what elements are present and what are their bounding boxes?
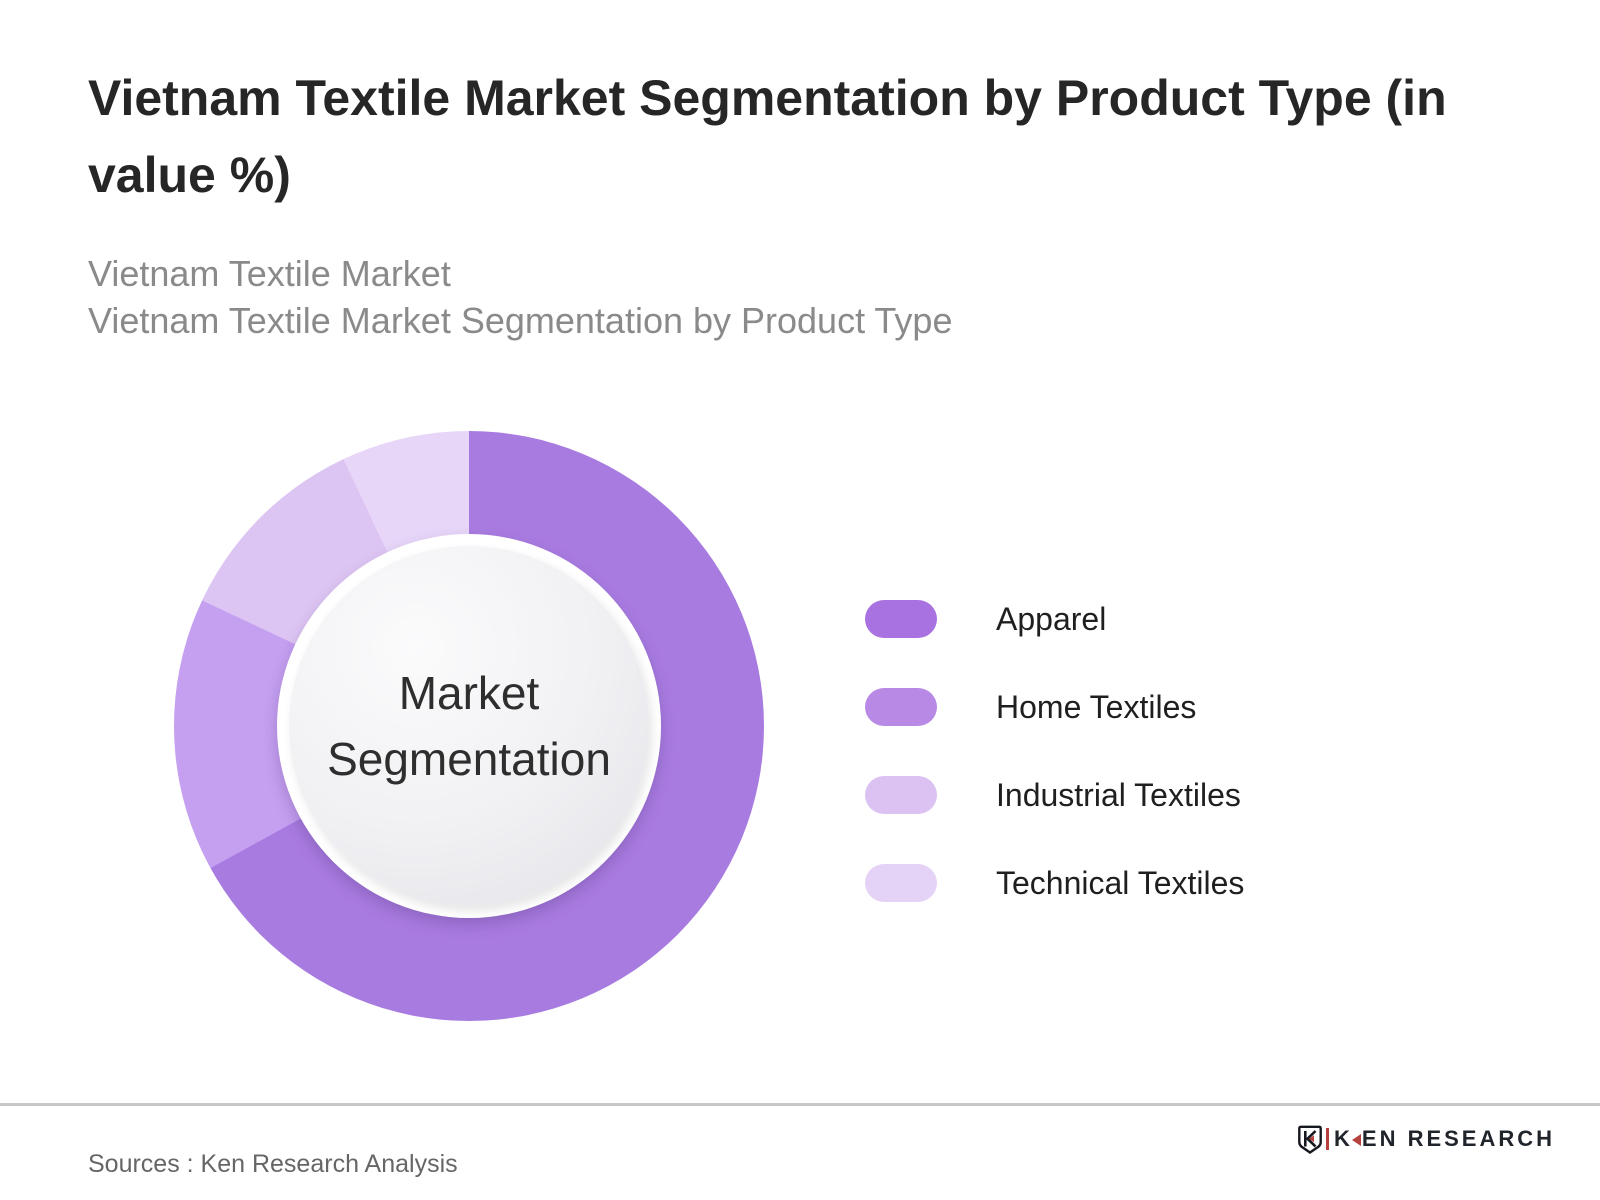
- wordmark-red-triangle-icon: [1351, 1134, 1361, 1146]
- page-subtitle-line1: Vietnam Textile Market: [88, 253, 451, 294]
- legend-swatch-apparel: [865, 600, 937, 638]
- page-title: Vietnam Textile Market Segmentation by P…: [88, 60, 1447, 214]
- donut-center-circle: Market Segmentation: [289, 546, 649, 906]
- chart-legend: Apparel Home Textiles Industrial Textile…: [865, 600, 1244, 952]
- legend-swatch-industrial-textiles: [865, 776, 937, 814]
- legend-swatch-home-textiles: [865, 688, 937, 726]
- ken-research-shield-icon: [1298, 1125, 1322, 1154]
- legend-label-home-textiles: Home Textiles: [996, 688, 1197, 725]
- ken-research-wordmark: K EN RESEARCH: [1334, 1126, 1555, 1152]
- legend-label-apparel: Apparel: [996, 600, 1107, 637]
- ken-research-logo: K EN RESEARCH: [1298, 1124, 1555, 1154]
- page-title-line2: value %): [88, 147, 291, 203]
- legend-item-industrial-textiles: Industrial Textiles: [865, 776, 1244, 814]
- legend-swatch-technical-textiles: [865, 864, 937, 902]
- donut-center-label-line1: Market: [398, 667, 540, 719]
- legend-item-home-textiles: Home Textiles: [865, 688, 1244, 726]
- logo-divider-bar: [1326, 1128, 1329, 1150]
- donut-chart: Market Segmentation: [174, 431, 764, 1021]
- legend-item-apparel: Apparel: [865, 600, 1244, 638]
- footer-divider: [0, 1103, 1600, 1106]
- page-subtitle-line2: Vietnam Textile Market Segmentation by P…: [88, 300, 953, 341]
- wordmark-rest: EN RESEARCH: [1361, 1126, 1556, 1151]
- wordmark-k: K: [1334, 1126, 1353, 1151]
- legend-label-industrial-textiles: Industrial Textiles: [996, 776, 1241, 813]
- page-title-line1: Vietnam Textile Market Segmentation by P…: [88, 70, 1447, 126]
- sources-note: Sources : Ken Research Analysis: [88, 1150, 458, 1178]
- page-subtitle: Vietnam Textile Market Vietnam Textile M…: [88, 250, 952, 344]
- donut-center-label-line2: Segmentation: [327, 733, 611, 785]
- legend-item-technical-textiles: Technical Textiles: [865, 864, 1244, 902]
- legend-label-technical-textiles: Technical Textiles: [996, 864, 1245, 901]
